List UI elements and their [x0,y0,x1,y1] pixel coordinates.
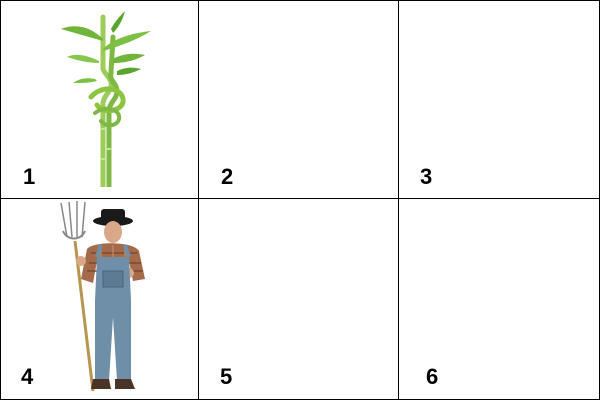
grid-cell-3[interactable]: 3 [399,0,600,199]
grid-cell-6[interactable]: 6 [399,199,600,400]
cell-number: 1 [23,164,36,189]
cell-number: 2 [221,164,234,189]
grid-cell-4[interactable]: 4 [0,199,199,400]
grid-cell-5[interactable]: 5 [199,199,399,400]
farmer-with-pitchfork-image [60,201,145,392]
cell-number: 3 [420,164,433,189]
cell-number: 6 [426,364,439,389]
grid-cell-1[interactable]: 1 [0,0,199,199]
cell-number: 4 [21,364,34,389]
grid-cell-2[interactable]: 2 [199,0,399,199]
bamboo-plant-image [61,11,151,187]
cell-number: 5 [220,364,233,389]
